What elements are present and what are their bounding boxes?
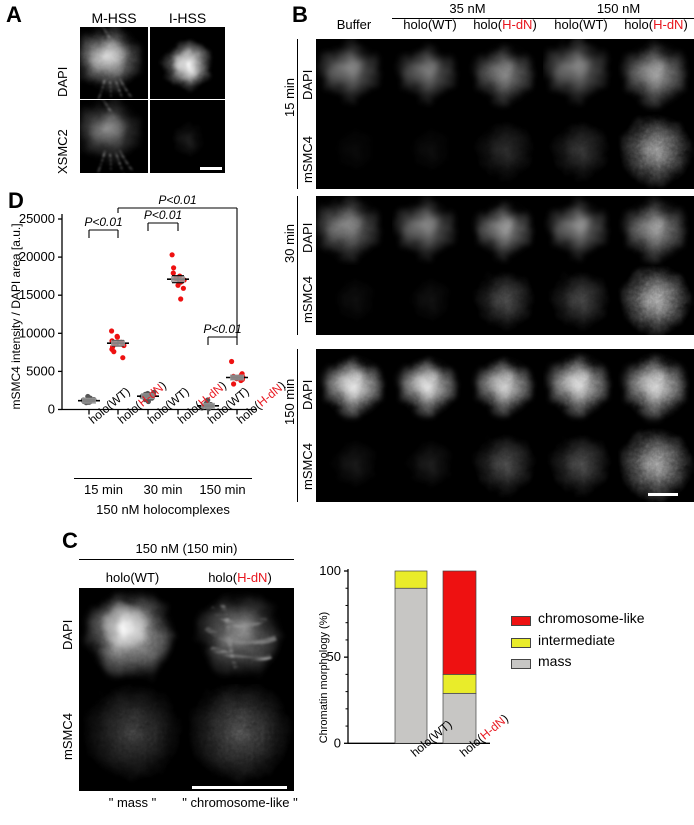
svg-text:0: 0: [334, 735, 341, 750]
